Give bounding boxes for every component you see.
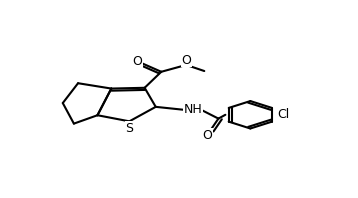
Text: S: S <box>125 122 134 135</box>
Text: O: O <box>132 55 142 68</box>
Text: O: O <box>202 129 212 142</box>
Text: O: O <box>181 54 191 67</box>
Text: Cl: Cl <box>277 108 290 121</box>
Text: NH: NH <box>183 103 202 116</box>
